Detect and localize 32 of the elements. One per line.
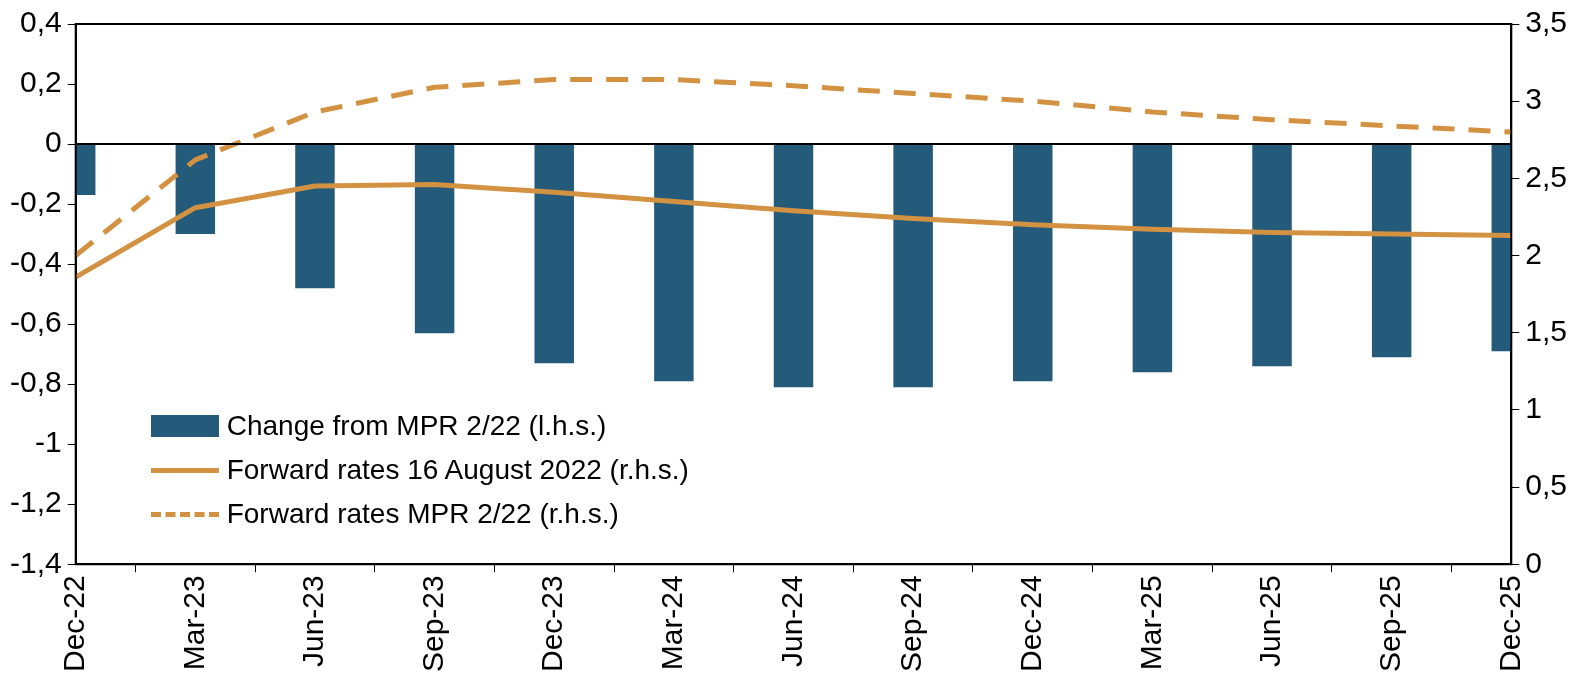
y2-tick-label: 1,5: [1525, 313, 1568, 347]
y2-tick-label: 0,5: [1525, 468, 1568, 502]
x-tick-label: Mar-23: [176, 575, 210, 671]
y2-tick-label: 1: [1525, 391, 1542, 425]
x-tick-label: Sep-25: [1372, 575, 1406, 673]
y2-tick-label: 3: [1525, 82, 1542, 116]
x-tick-label: Dec-23: [535, 575, 569, 672]
x-tick-label: Dec-25: [1492, 575, 1526, 672]
y2-tick-label: 0: [1525, 545, 1542, 579]
legend-label: Change from MPR 2/22 (l.h.s.): [226, 410, 607, 443]
y-tick-label: -1,2: [9, 485, 62, 519]
x-tick-label: Dec-24: [1014, 575, 1048, 672]
y-tick-label: -0,8: [9, 365, 62, 399]
legend-label: Forward rates MPR 2/22 (r.h.s.): [226, 498, 619, 531]
y2-tick-label: 2: [1525, 236, 1542, 270]
legend-label: Forward rates 16 August 2022 (r.h.s.): [226, 454, 689, 487]
x-tick-label: Jun-23: [296, 575, 330, 667]
x-tick-label: Jun-24: [774, 575, 808, 667]
y-tick-label: -0,2: [9, 185, 62, 219]
x-tick-label: Sep-24: [894, 575, 928, 673]
x-tick-label: Mar-25: [1133, 575, 1167, 671]
x-tick-label: Sep-23: [415, 575, 449, 673]
y-tick-label: 0,2: [19, 65, 62, 99]
x-tick-label: Mar-24: [655, 575, 689, 671]
y2-tick-label: 3,5: [1525, 5, 1568, 39]
y2-tick-label: 2,5: [1525, 159, 1568, 193]
y-tick-label: -0,6: [9, 305, 62, 339]
y-tick-label: -1: [35, 425, 62, 459]
y-tick-label: -0,4: [9, 245, 62, 279]
y-tick-label: 0: [45, 125, 62, 159]
y-tick-label: 0,4: [19, 5, 62, 39]
x-tick-label: Jun-25: [1253, 575, 1287, 667]
